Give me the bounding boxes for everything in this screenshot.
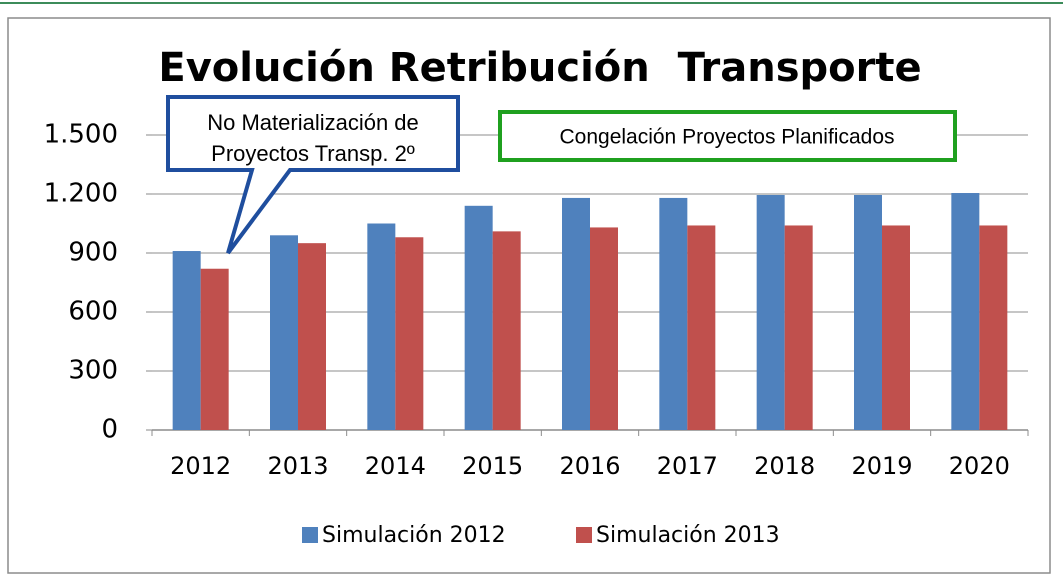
bar — [951, 193, 980, 430]
x-tick-label: 2016 — [559, 452, 620, 480]
x-tick-label: 2013 — [267, 452, 328, 480]
x-tick-label: 2019 — [851, 452, 912, 480]
bar — [979, 225, 1008, 430]
legend-label: Simulación 2013 — [596, 523, 780, 548]
bar — [659, 197, 688, 430]
x-tick-label: 2017 — [657, 452, 718, 480]
bar — [784, 225, 813, 430]
annotation-box — [498, 110, 957, 162]
y-tick-label: 1.200 — [44, 179, 118, 209]
bar — [492, 231, 521, 430]
y-tick-label: 1.500 — [44, 120, 118, 150]
y-tick-label: 0 — [101, 415, 118, 445]
bar — [882, 225, 910, 430]
x-tick-label: 2012 — [170, 452, 231, 480]
bar — [172, 251, 201, 430]
bar — [562, 197, 590, 430]
callout-text: No Materialización de — [207, 110, 419, 135]
legend-swatch — [576, 527, 592, 543]
x-tick-label: 2018 — [754, 452, 815, 480]
x-tick-label: 2015 — [462, 452, 523, 480]
bar — [200, 268, 229, 430]
x-tick-label: 2014 — [365, 452, 426, 480]
callout-box — [166, 95, 460, 255]
bar — [756, 194, 785, 430]
bar — [464, 205, 493, 430]
bar — [367, 223, 396, 430]
bar — [687, 225, 716, 430]
legend-label: Simulación 2012 — [322, 523, 506, 548]
y-tick-label: 900 — [68, 238, 118, 268]
y-tick-label: 300 — [68, 356, 118, 386]
annotation-text: Congelación Proyectos Planificados — [559, 126, 894, 149]
x-tick-label: 2020 — [949, 452, 1010, 480]
y-tick-label: 600 — [68, 297, 118, 327]
bar — [298, 243, 326, 430]
callout-text: Proyectos Transp. 2º — [211, 141, 415, 166]
legend-swatch — [302, 527, 318, 543]
chart-title: Evolución Retribución Transporte — [158, 45, 921, 91]
plot-area — [146, 134, 1029, 436]
bar — [395, 237, 424, 430]
bar — [854, 194, 882, 430]
bar — [590, 227, 618, 430]
bar — [270, 235, 298, 430]
